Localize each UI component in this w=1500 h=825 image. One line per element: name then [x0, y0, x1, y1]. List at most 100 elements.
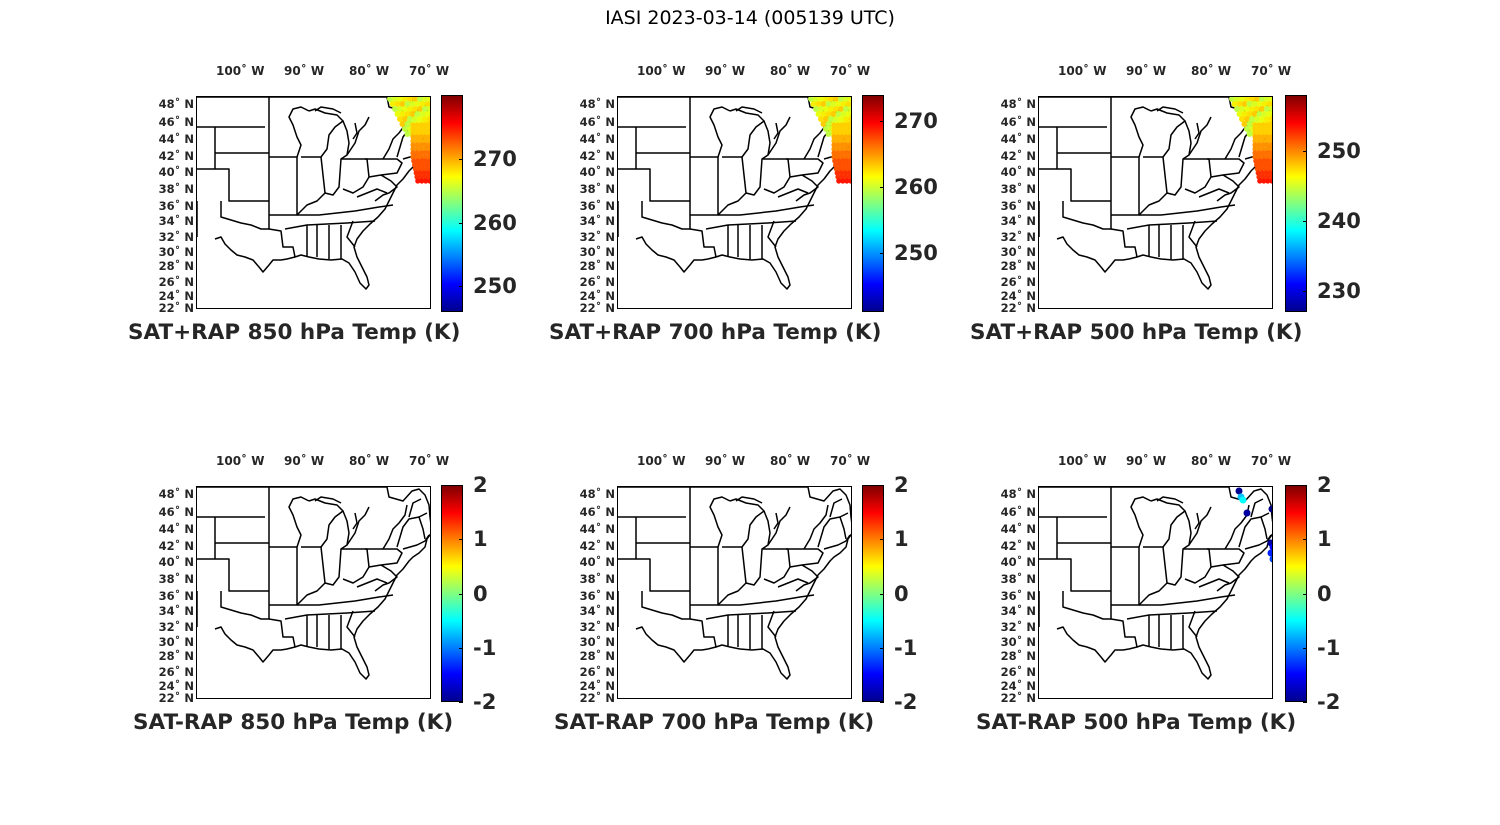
- state-boundary-line: [1188, 220, 1198, 248]
- latitude-tick-label: 24˚ N: [158, 679, 194, 693]
- colorbar-tick-label: -2: [473, 690, 497, 714]
- swath-observation-point: [1268, 174, 1272, 180]
- state-boundary-line: [817, 512, 849, 548]
- state-boundary-line: [803, 504, 829, 550]
- latitude-tick-label: 36˚ N: [579, 589, 615, 603]
- swath-observation-point: [843, 97, 849, 102]
- latitude-tick-label: 26˚ N: [1000, 275, 1036, 289]
- state-boundary-line: [767, 220, 777, 248]
- latitude-tick-label: 34˚ N: [1000, 604, 1036, 618]
- state-boundary-line: [1156, 496, 1184, 504]
- state-boundary-line: [735, 106, 763, 114]
- swath-observation-point: [818, 97, 824, 102]
- state-boundary-line: [269, 546, 298, 606]
- swath-observation-point: [410, 142, 416, 148]
- latitude-tick-label: 48˚ N: [1000, 487, 1036, 501]
- state-boundary-line: [1216, 564, 1240, 592]
- colorbar-tick-mark: [880, 121, 884, 123]
- swath-observation-point: [1252, 126, 1258, 132]
- latitude-tick-label: 34˚ N: [1000, 214, 1036, 228]
- latitude-tick-label: 28˚ N: [158, 259, 194, 273]
- swath-observation-point: [420, 166, 426, 172]
- swath-observation-point: [1258, 162, 1264, 168]
- longitude-tick-label: 90˚ W: [705, 454, 746, 468]
- state-boundary-line: [324, 510, 350, 586]
- swath-observation-point: [427, 106, 430, 112]
- swath-observation-point: [838, 170, 844, 176]
- state-boundary-line: [1216, 174, 1240, 202]
- colorbar-tick-mark: [880, 252, 884, 254]
- swath-observation-point: [818, 106, 824, 112]
- swath-observation-point: [1263, 170, 1269, 176]
- swath-observation-point: [422, 134, 428, 140]
- state-boundary-line: [346, 610, 356, 638]
- swath-observation-point: [1234, 106, 1240, 112]
- swath-observation-point: [845, 166, 851, 172]
- swath-observation-point: [1251, 111, 1258, 117]
- state-boundary-line: [717, 156, 747, 216]
- swath-observation-point: [1260, 130, 1266, 136]
- swath-observation-point: [1239, 106, 1245, 112]
- swath-observation-point: [818, 116, 824, 122]
- state-boundaries-map: [1039, 487, 1272, 680]
- swath-observation-point: [843, 116, 849, 122]
- state-boundary-line: [745, 510, 771, 586]
- swath-observation-point: [835, 154, 841, 160]
- swath-observation-point: [843, 150, 849, 156]
- swath-observation-point: [1268, 130, 1272, 136]
- swath-observation-point: [418, 130, 424, 136]
- swath-observation-point: [418, 150, 424, 156]
- swath-observation-point: [850, 112, 851, 116]
- latitude-tick-label: 26˚ N: [158, 275, 194, 289]
- colorbar-tick-mark: [1303, 291, 1307, 292]
- swath-observation-point: [1255, 170, 1261, 176]
- swath-observation-point: [422, 116, 428, 122]
- longitude-tick-labels: 100˚ W 90˚ W 80˚ W 70˚ W: [1038, 454, 1298, 470]
- state-boundary-line: [641, 591, 691, 620]
- longitude-tick-labels: 100˚ W 90˚ W 80˚ W 70˚ W: [1038, 64, 1298, 80]
- swath-observation-point: [1241, 111, 1248, 117]
- state-boundary-line: [1207, 158, 1245, 178]
- latitude-tick-label: 40˚ N: [579, 555, 615, 569]
- state-boundary-line: [705, 220, 797, 230]
- swath-observation-point: [844, 178, 850, 184]
- latitude-tick-label: 46˚ N: [579, 115, 615, 129]
- swath-observation-point: [410, 150, 416, 156]
- state-boundary-line: [729, 498, 765, 548]
- swath-observation-point: [410, 130, 416, 136]
- latitude-tick-label: 42˚ N: [158, 149, 194, 163]
- state-boundary-line: [717, 546, 747, 606]
- swath-observation-point: [418, 174, 424, 180]
- swath-observation-point: [420, 162, 426, 168]
- swath-observation-point: [843, 106, 849, 112]
- swath-observation-point: [1269, 106, 1272, 112]
- swath-observation-point: [412, 162, 418, 168]
- colorbar-tick-mark: [880, 702, 884, 703]
- latitude-tick-label: 46˚ N: [1000, 115, 1036, 129]
- colorbar-tick-mark: [1303, 221, 1307, 222]
- state-boundary-line: [718, 594, 815, 606]
- swath-observation-point: [835, 150, 841, 156]
- swath-observation-point: [839, 130, 845, 136]
- state-boundary-line: [823, 534, 851, 550]
- swath-observation-point: [414, 142, 420, 148]
- swath-observation-point: [418, 122, 424, 128]
- latitude-tick-label: 24˚ N: [1000, 679, 1036, 693]
- state-boundaries-map: [618, 487, 851, 680]
- swath-observation-point: [849, 162, 851, 168]
- swath-observation-point: [426, 130, 430, 136]
- state-boundary-line: [324, 120, 350, 196]
- swath-observation-point: [412, 106, 418, 112]
- state-boundary-line: [689, 228, 717, 258]
- swath-observation-point: [1265, 158, 1271, 164]
- state-boundary-line: [346, 116, 370, 156]
- swath-observation-point: [839, 154, 845, 160]
- swath-observation-point: [1236, 101, 1243, 107]
- swath-observation-point: [841, 162, 847, 168]
- swath-observation-point: [1256, 130, 1262, 136]
- latitude-tick-label: 32˚ N: [158, 230, 194, 244]
- swath-observation-point: [839, 138, 845, 144]
- swath-observation-point: [820, 121, 827, 127]
- swath-observation-point: [837, 162, 843, 168]
- colorbar-tick-mark: [459, 539, 463, 541]
